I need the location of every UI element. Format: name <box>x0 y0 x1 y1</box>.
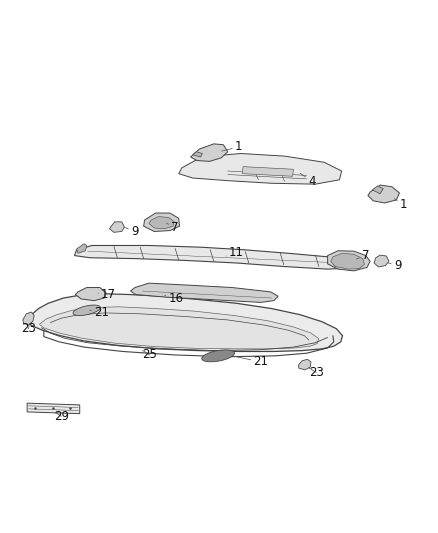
Text: 4: 4 <box>300 173 316 188</box>
Polygon shape <box>202 350 234 362</box>
Text: 23: 23 <box>309 366 324 379</box>
Text: 9: 9 <box>388 259 402 272</box>
Polygon shape <box>75 287 106 301</box>
Text: 7: 7 <box>357 249 370 262</box>
Polygon shape <box>242 167 293 176</box>
Polygon shape <box>191 144 228 161</box>
Text: 16: 16 <box>165 293 184 305</box>
Polygon shape <box>27 294 343 351</box>
Text: 9: 9 <box>124 225 139 238</box>
Text: 7: 7 <box>167 221 179 235</box>
Text: 21: 21 <box>90 305 109 319</box>
Polygon shape <box>328 251 370 271</box>
Polygon shape <box>131 283 278 302</box>
Polygon shape <box>299 359 311 370</box>
Polygon shape <box>73 305 100 316</box>
Polygon shape <box>27 403 80 414</box>
Polygon shape <box>374 255 389 267</box>
Text: 25: 25 <box>142 349 157 361</box>
Text: 1: 1 <box>394 198 408 211</box>
Polygon shape <box>77 244 87 253</box>
Polygon shape <box>193 152 202 157</box>
Polygon shape <box>74 246 350 269</box>
Polygon shape <box>144 213 180 231</box>
Text: 1: 1 <box>222 140 243 154</box>
Polygon shape <box>368 185 399 203</box>
Polygon shape <box>23 312 34 325</box>
Text: 11: 11 <box>226 246 244 259</box>
Text: 17: 17 <box>98 288 116 302</box>
Text: 29: 29 <box>54 410 69 423</box>
Polygon shape <box>149 216 174 229</box>
Polygon shape <box>372 186 383 194</box>
Polygon shape <box>39 307 319 349</box>
Text: 23: 23 <box>21 322 36 335</box>
Text: 21: 21 <box>235 356 268 368</box>
Polygon shape <box>331 253 364 269</box>
Polygon shape <box>179 154 342 184</box>
Polygon shape <box>110 222 124 232</box>
